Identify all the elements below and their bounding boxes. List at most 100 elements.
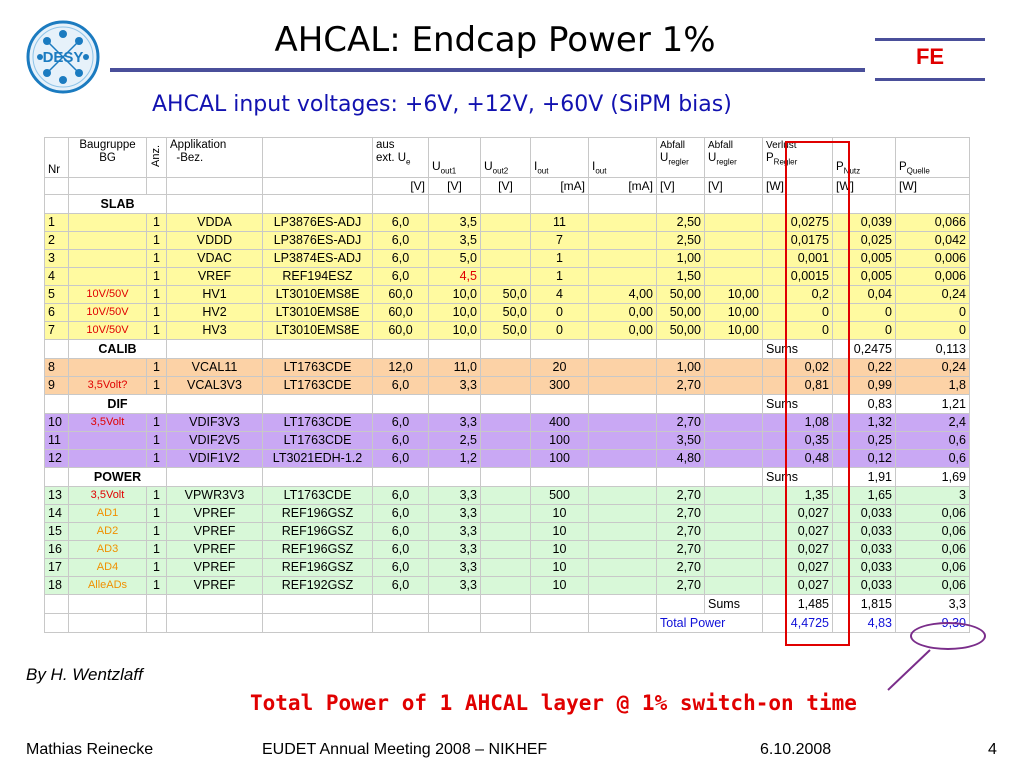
sec-blank [588,613,657,633]
title-underline [110,68,865,72]
cell-i2 [588,522,657,541]
hdr-ext-sub: e [406,157,411,167]
cell-pq: 0,06 [895,504,970,523]
sec-blank [166,339,263,359]
cell-bez: LT1763CDE [262,486,373,505]
cell-i1: 10 [530,576,589,595]
cell-i1: 1 [530,249,589,268]
sec-blank [588,339,657,359]
cell-pr: 0,2 [762,285,833,304]
cell-bg [68,431,147,450]
total-pr: 4,4725 [762,613,833,633]
hdr-iout2-sub: out [595,166,607,175]
cell-u1: 2,5 [428,431,481,450]
cell-pq: 0,066 [895,213,970,232]
cell-pq: 0,042 [895,231,970,250]
cell-pn: 1,65 [832,486,896,505]
cell-bez: LT3010EMS8E [262,303,373,322]
table-row: 8 1 VCAL11 LT1763CDE 12,0 11,0 20 1,00 0,02 0,22 0… [44,358,970,377]
hdr-applikation: Applikation [170,139,227,151]
cell-ua: 1,00 [656,358,705,377]
cell-ua: 4,80 [656,449,705,468]
cell-ub [704,358,763,377]
cell-app: VDIF3V3 [166,413,263,432]
cell-u1: 4,5 [428,267,481,286]
hdr-uregler2: U [708,152,717,164]
cell-ua: 50,00 [656,321,705,340]
sec-blank [262,394,373,414]
table-row: 18 AlleADs 1 VPREF REF192GSZ 6,0 3,3 10 2,70 0,02… [44,576,970,595]
cell-pr: 0,027 [762,558,833,577]
cell-u2: 50,0 [480,285,531,304]
table-row: 15 AD2 1 VPREF REF196GSZ 6,0 3,3 10 2,70 0,027 0,0… [44,522,970,541]
cell-nr: 4 [44,267,69,286]
cell-nr: 16 [44,540,69,559]
cell-anz: 1 [146,413,167,432]
sums-label-power: Sums [704,594,763,614]
cell-i2 [588,213,657,232]
sec-blank [166,394,263,414]
sum-pn-dif: 1,69 [895,467,970,487]
cell-i1: 11 [530,213,589,232]
table-row: 12 1 VDIF1V2 LT3021EDH-1.2 6,0 1,2 100 4,80 0,48… [44,449,970,468]
cell-ua: 2,70 [656,540,705,559]
cell-ua: 2,50 [656,213,705,232]
cell-nr: 17 [44,558,69,577]
section-label-slab: SLAB [68,194,167,214]
sec-blank [372,394,429,414]
cell-anz: 1 [146,558,167,577]
cell-nr: 18 [44,576,69,595]
hdr-ext: ext. U [376,152,407,164]
cell-pr: 0,0175 [762,231,833,250]
hdr-bg: BG [99,152,116,164]
byline: By H. Wentzlaff [26,665,143,684]
cell-pr: 0,001 [762,249,833,268]
section-label-power: POWER [68,467,167,487]
sec-blank [146,594,167,614]
cell-anz: 1 [146,504,167,523]
cell-pq: 0,06 [895,540,970,559]
sec-blank [530,467,589,487]
cell-u2 [480,358,531,377]
cell-ub: 10,00 [704,321,763,340]
hdr-baugruppe: Baugruppe [79,139,136,151]
cell-pr: 0,0015 [762,267,833,286]
table-row: 1 1 VDDA LP3876ES-ADJ 6,0 3,5 11 2,50 0,0275 0,03… [44,213,970,232]
cell-u1: 3,3 [428,376,481,395]
hdr-iout1-sub: out [537,166,549,175]
table-body: SLAB 1 1 VDDA LP3876ES-ADJ 6,0 3,5 11 2,50 0,0275… [44,194,970,633]
sec-blank [166,594,263,614]
sec-blank [68,594,147,614]
cell-bez: LT1763CDE [262,358,373,377]
cell-bg: 10V/50V [68,303,147,322]
cell-ua: 1,00 [656,249,705,268]
cell-nr: 9 [44,376,69,395]
cell-pq: 0,24 [895,358,970,377]
hdr-pquelle: P [899,160,907,173]
sums-row-power: Sums 1,485 1,815 3,3 [44,594,970,614]
sec-blank [68,613,147,633]
cell-ub [704,249,763,268]
sec-blank [656,194,705,214]
cell-anz: 1 [146,213,167,232]
cell-ue: 6,0 [372,413,429,432]
sec-blank [656,339,705,359]
sec-blank [530,594,589,614]
cell-app: HV1 [166,285,263,304]
cell-i1: 0 [530,303,589,322]
hdr-pnutz-sub: Nutz [843,166,861,175]
cell-pr: 0,027 [762,540,833,559]
cell-bez: LT3021EDH-1.2 [262,449,373,468]
sec-blank-nr [44,339,69,359]
hdr-iout1: I [534,158,538,173]
cell-bez: REF192GSZ [262,576,373,595]
sec-blank [262,613,373,633]
sec-blank [372,613,429,633]
cell-ub [704,376,763,395]
hdr-aus: aus [376,139,395,151]
cell-nr: 14 [44,504,69,523]
hdr-uregler1-sub: regler [668,157,689,167]
sec-blank [530,613,589,633]
